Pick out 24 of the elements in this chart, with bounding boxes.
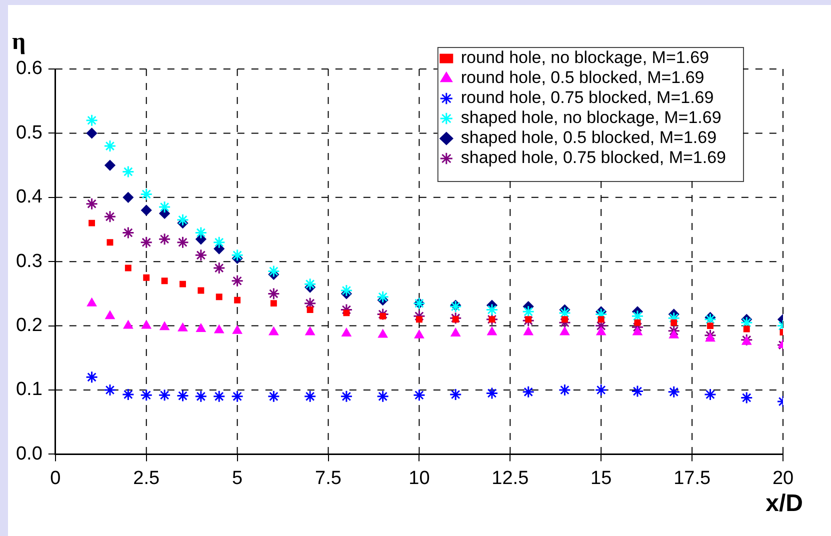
y-tick-label: 0.2	[16, 315, 42, 336]
legend-label: round hole, 0.5 blocked, M=1.69	[460, 68, 704, 88]
x-axis-title: x/D	[766, 490, 803, 517]
x-tick-label: 2.5	[133, 468, 160, 489]
legend-label: round hole, 0.75 blocked, M=1.69	[460, 88, 714, 108]
legend-label: round hole, no blockage, M=1.69	[460, 48, 709, 68]
legend-label: shaped hole, no blockage, M=1.69	[460, 108, 722, 128]
y-tick-label: 0.0	[16, 443, 42, 464]
x-tick-label: 5	[232, 468, 243, 489]
x-tick-label: 0	[50, 468, 61, 489]
y-axis-title: η	[12, 29, 26, 56]
y-tick-label: 0.4	[16, 186, 43, 208]
legend-label: shaped hole, 0.75 blocked, M=1.69	[460, 148, 726, 168]
y-tick-label: 0.6	[16, 58, 42, 80]
y-tick-label: 0.5	[16, 122, 42, 144]
legend-label: shaped hole, 0.5 blocked, M=1.69	[460, 128, 717, 148]
x-tick-label: 15	[590, 468, 612, 489]
x-tick-label: 17.5	[674, 468, 711, 489]
x-tick-label: 10	[408, 468, 430, 489]
x-tick-label: 12.5	[492, 468, 529, 489]
x-tick-label: 20	[772, 468, 794, 489]
y-tick-label: 0.1	[16, 379, 42, 400]
y-tick-label: 0.3	[16, 250, 42, 272]
x-tick-label: 7.5	[315, 468, 342, 489]
